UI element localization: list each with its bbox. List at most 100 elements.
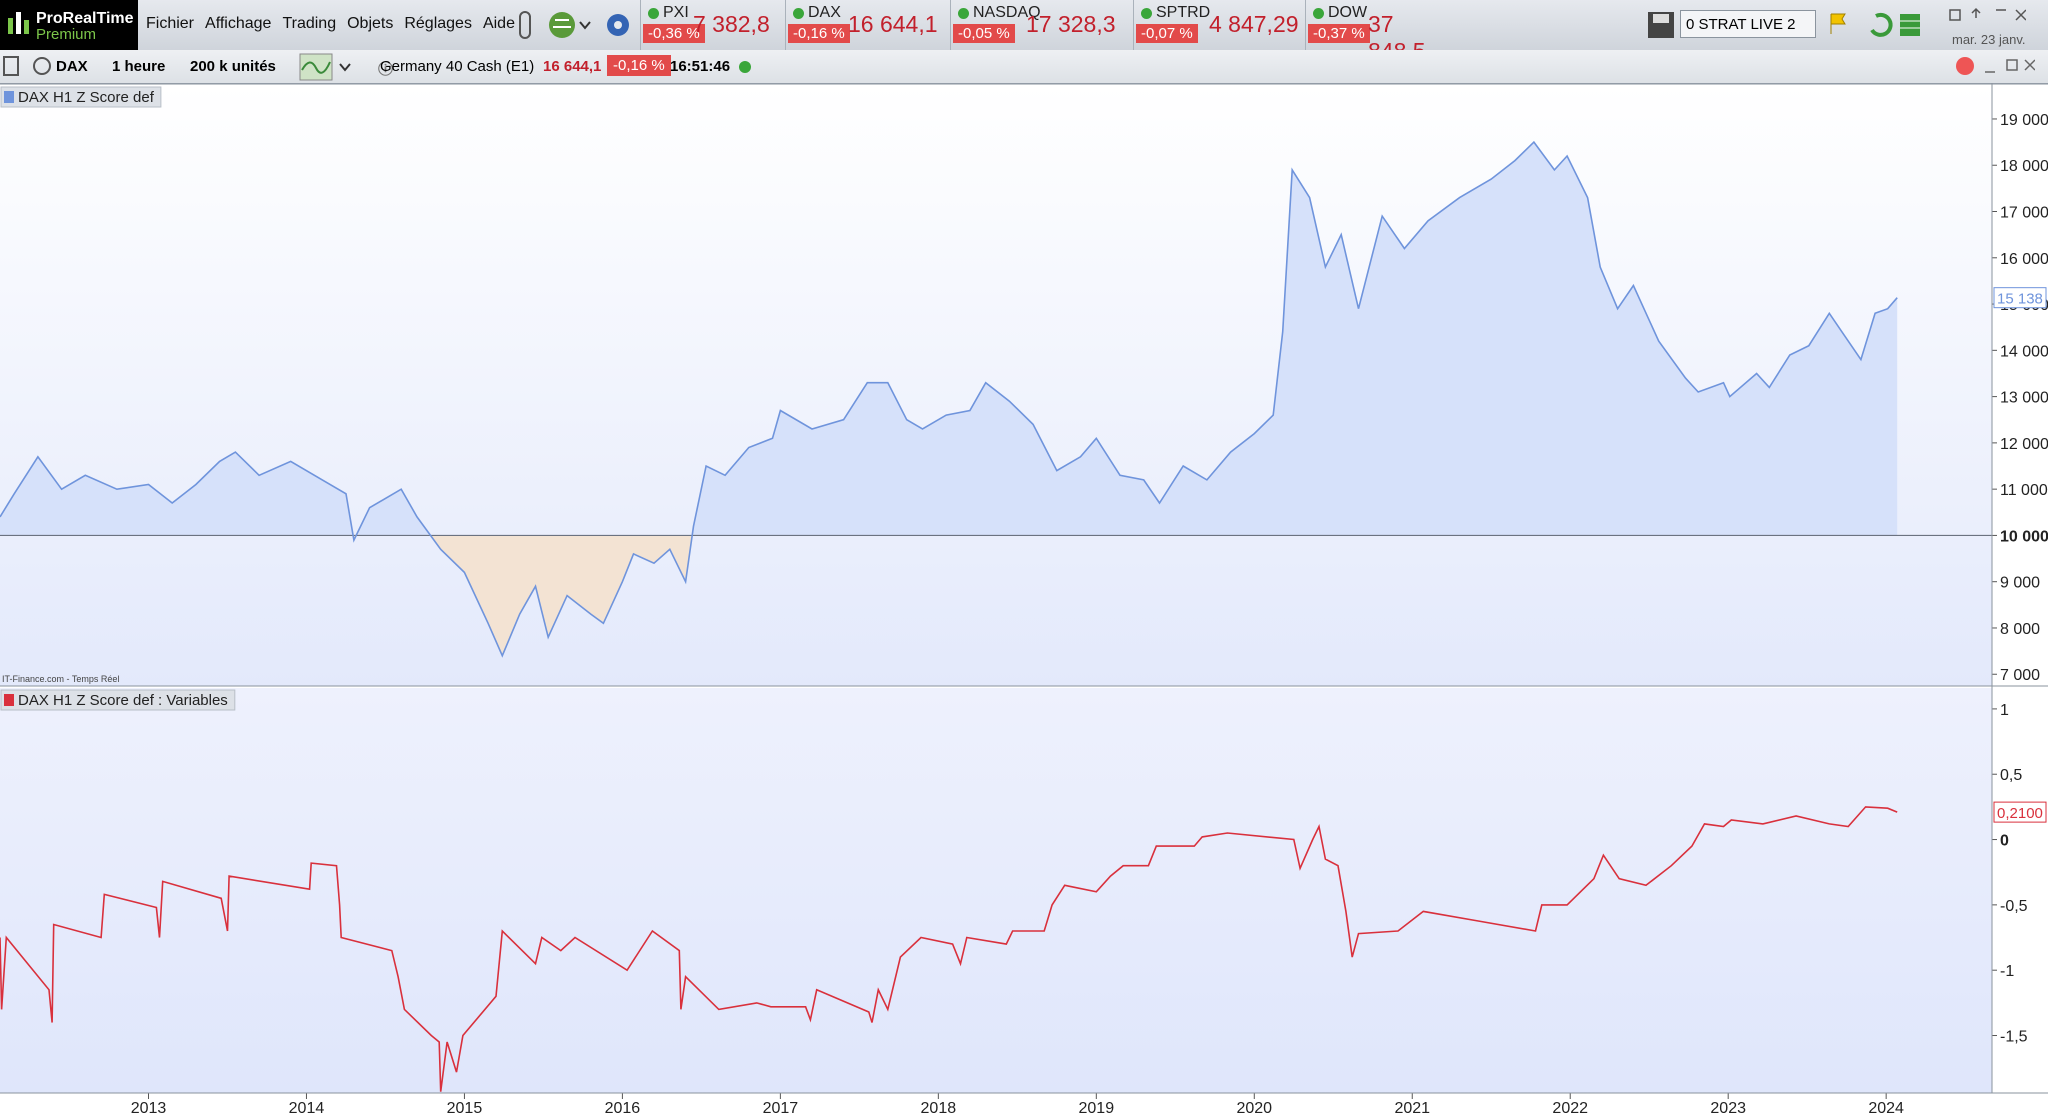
y-tick-label: -0,5 (2000, 898, 2028, 915)
last-value-box (1993, 801, 2047, 823)
x-tick-label: 2022 (1552, 1100, 1588, 1117)
menu-item[interactable]: Trading (282, 15, 337, 32)
last-value-box (1993, 287, 2047, 309)
ticker-price: 16 644,1 (848, 11, 938, 37)
size[interactable]: 200 k unités (190, 58, 276, 75)
area-fill-below (353, 535, 693, 656)
status-dot (793, 8, 804, 19)
symbol[interactable]: DAX (56, 58, 88, 75)
toolbar-icons[interactable] (515, 0, 635, 50)
menu-item[interactable]: Objets (347, 15, 394, 32)
y-tick-label: 19 000 (2000, 112, 2048, 129)
status-dot (648, 8, 659, 19)
menu-item[interactable]: Réglages (404, 15, 472, 32)
x-tick-label: 2021 (1394, 1100, 1430, 1117)
y-tick-label: 1 (2000, 702, 2009, 719)
ticker-name: DOW (1328, 4, 1368, 21)
menu-item[interactable]: Fichier (146, 15, 195, 32)
data-source: IT-Finance.com - Temps Réel (2, 674, 119, 684)
status-dot (958, 8, 969, 19)
y-tick-label: -1 (2000, 963, 2014, 980)
y-tick-label: 11 000 (2000, 482, 2048, 499)
indicator-icon[interactable] (298, 50, 358, 83)
series-line (0, 806, 1898, 1092)
x-tick-label: 2023 (1710, 1100, 1746, 1117)
y-tick-label: 16 000 (2000, 251, 2048, 268)
status-dot (739, 61, 751, 73)
x-tick-label: 2020 (1236, 1100, 1272, 1117)
menu: Fichier Affichage Trading Objets Réglages Aid… (146, 15, 515, 33)
x-tick-label: 2017 (763, 1100, 799, 1117)
y-tick-label: 18 000 (2000, 158, 2048, 175)
ticker-name: DAX (808, 4, 841, 21)
ticker-name: PXI (663, 4, 689, 21)
ticker-name: NASDAQ (973, 4, 1041, 21)
x-tick-label: 2024 (1868, 1100, 1904, 1117)
ticker[interactable]: DAX -0,16 % 16 644,1 (785, 0, 950, 50)
status-dot (1141, 8, 1152, 19)
ticker[interactable]: PXI -0,36 % 7 382,8 (640, 0, 785, 50)
timeframe[interactable]: 1 heure (112, 58, 166, 75)
instrument-bar: DAX 1 heure 200 k unités ⓘ Germany 40 Ca… (0, 50, 2048, 84)
ticker-change: -0,36 % (643, 24, 705, 43)
x-tick-label: 2018 (921, 1100, 957, 1117)
chart-title: DAX H1 Z Score def : Variables (18, 692, 228, 709)
instrument-name: Germany 40 Cash (E1) (380, 58, 535, 75)
ticker-change: -0,05 % (953, 24, 1015, 43)
ticker[interactable]: NASDAQ -0,05 % 17 328,3 (950, 0, 1133, 50)
y-tick-label: 14 000 (2000, 343, 2048, 360)
window-controls[interactable] (1955, 50, 2035, 83)
last-value-tag: 15 138 (1993, 287, 2047, 309)
instrument-time: 16:51:46 (670, 58, 731, 75)
title-swatch (4, 694, 14, 706)
last-value-tag: 0,2100 (1993, 801, 2047, 823)
ticker-price: 4 847,29 (1209, 11, 1299, 37)
x-tick-label: 2014 (289, 1100, 325, 1117)
ticker-price: 17 328,3 (1026, 11, 1116, 37)
info-icon[interactable]: ⓘ (378, 61, 394, 78)
x-tick-label: 2015 (447, 1100, 483, 1117)
x-tick-label: 2013 (131, 1100, 167, 1117)
instrument-change: -0,16 % (607, 55, 671, 76)
ticker-change: -0,07 % (1136, 24, 1198, 43)
y-tick-label: 17 000 (2000, 205, 2048, 222)
indicator-title: DAX H1 Z Score def (0, 86, 162, 108)
ticker[interactable]: SPTRD -0,07 % 4 847,29 (1133, 0, 1305, 50)
y-tick-label: -1,5 (2000, 1029, 2028, 1046)
ticker-price: 7 382,8 (693, 11, 770, 37)
y-tick-label: 8 000 (2000, 621, 2040, 638)
instrument-price: 16 644,1 (543, 58, 602, 75)
strategy-select[interactable]: 0 STRAT LIVE 2 (1680, 10, 1816, 38)
tickers: PXI -0,36 % 7 382,8 DAX -0,16 % 16 644,1 NASDA… (640, 0, 1430, 64)
y-tick-label: 7 000 (2000, 667, 2040, 684)
y-tick-label: 10 000 (2000, 528, 2048, 545)
menu-item[interactable]: Affichage (205, 15, 272, 32)
date: mar. 23 janv. (1952, 32, 2026, 47)
logo[interactable]: ProRealTime Premium (0, 0, 138, 50)
logo-text: ProRealTime (36, 10, 134, 27)
title-swatch (4, 91, 14, 103)
last-value-label: 0,2100 (1997, 805, 2043, 822)
ticker-change: -0,16 % (788, 24, 850, 43)
logo-icon (8, 12, 29, 34)
chart-title: DAX H1 Z Score def (18, 89, 155, 106)
toolbar: ProRealTime Premium Fichier Affichage Trad… (0, 0, 2048, 64)
y-tick-label: 0,5 (2000, 767, 2022, 784)
indicator-title: DAX H1 Z Score def : Variables (0, 689, 236, 711)
y-tick-label: 13 000 (2000, 390, 2048, 407)
title-box (0, 86, 162, 108)
x-tick-label: 2016 (605, 1100, 641, 1117)
toolbar-right-icons[interactable] (1826, 0, 2026, 50)
ticker-name: SPTRD (1156, 4, 1211, 21)
title-box (0, 689, 236, 711)
status-dot (1313, 8, 1324, 19)
panel-background (0, 688, 1992, 1093)
instrument-icons[interactable] (0, 50, 54, 83)
save-icon[interactable] (1646, 10, 1676, 40)
x-tick-label: 2019 (1079, 1100, 1115, 1117)
menu-item[interactable]: Aide (482, 15, 515, 32)
y-tick-label: 9 000 (2000, 575, 2040, 592)
ticker[interactable]: DOW-0,37 %37 848,5 (1305, 0, 1430, 64)
ticker-change: -0,37 % (1308, 24, 1370, 43)
